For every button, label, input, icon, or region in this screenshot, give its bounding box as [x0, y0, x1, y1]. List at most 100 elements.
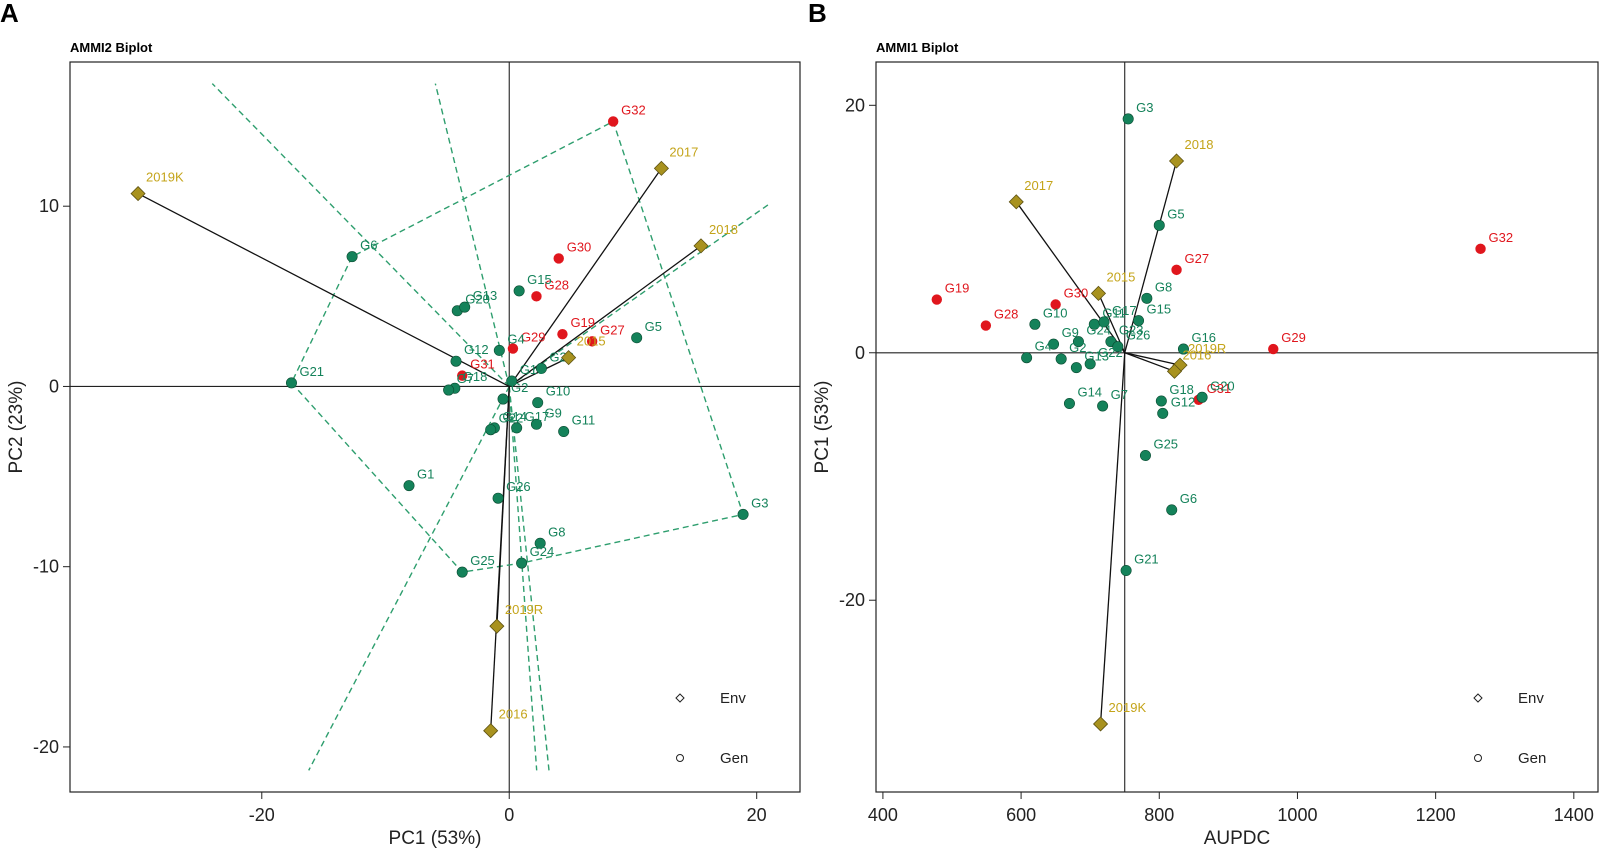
genotype-point: [493, 344, 505, 356]
genotype-label: G27: [600, 322, 625, 337]
environment-marker: [561, 350, 577, 366]
legend-gen-label: Gen: [720, 750, 748, 767]
x-tick-label: 400: [868, 805, 898, 825]
genotype-point: [497, 393, 509, 405]
genotype-point: [1133, 315, 1145, 327]
genotype-point: [403, 480, 415, 492]
genotype-point: [980, 320, 992, 331]
genotype-label: G32: [1489, 230, 1514, 245]
legend-gen-symbol: [1474, 754, 1482, 762]
genotype-label: G25: [470, 553, 495, 568]
genotype-label: G19: [570, 315, 595, 330]
y-axis-label: PC2 (23%): [6, 381, 27, 474]
genotype-label: G1: [417, 467, 434, 482]
genotype-point: [1050, 299, 1061, 310]
genotype-label: G30: [1064, 286, 1089, 301]
x-tick-label: 1000: [1277, 805, 1317, 825]
genotype-label: G3: [751, 495, 768, 510]
genotype-label: G26: [1126, 328, 1151, 343]
genotype-point: [511, 422, 523, 434]
x-axis-label: PC1 (53%): [389, 828, 482, 849]
genotype-point: [1112, 341, 1124, 353]
environment-marker: [1168, 153, 1185, 169]
panel-letter-b: B: [808, 0, 827, 28]
genotype-point: [1177, 343, 1189, 355]
env-vector: [490, 386, 510, 731]
genotype-point: [1268, 343, 1279, 355]
genotype-point: [1153, 219, 1165, 231]
genotype-point: [346, 251, 358, 263]
genotype-point: [516, 557, 528, 569]
genotype-point: [558, 426, 570, 438]
environment-marker: [483, 723, 499, 739]
genotype-label: G17: [525, 409, 550, 424]
environment-label: 2016: [499, 707, 528, 722]
genotype-label: G18: [463, 369, 488, 384]
environment-marker: [1166, 363, 1183, 379]
y-axis-label: PC1 (53%): [812, 381, 833, 474]
genotype-point: [1155, 395, 1167, 407]
panel-letter-a: A: [0, 0, 19, 28]
genotype-label: G10: [1043, 305, 1068, 320]
genotype-point: [1098, 316, 1110, 328]
x-tick-label: -20: [249, 805, 275, 825]
y-tick-label: 0: [855, 343, 865, 363]
genotype-label: G16: [520, 362, 545, 377]
genotype-label: G25: [1153, 436, 1178, 451]
genotype-point: [456, 566, 468, 578]
y-tick-label: -10: [33, 557, 59, 577]
genotype-label: G28: [544, 277, 569, 292]
plot-title: AMMI1 Biplot: [876, 40, 959, 55]
genotype-label: G11: [572, 413, 596, 428]
genotype-label: G23: [1119, 323, 1144, 338]
genotype-label: G32: [621, 102, 646, 117]
genotype-point: [1157, 407, 1169, 419]
genotype-label: G8: [548, 524, 565, 539]
genotype-point: [553, 253, 564, 264]
genotype-point: [1055, 353, 1067, 365]
genotype-point: [586, 336, 598, 347]
env-vector: [1015, 201, 1126, 354]
genotype-label: G20: [465, 292, 490, 307]
genotype-label: G7: [457, 371, 474, 386]
environment-label: 2017: [1024, 178, 1053, 193]
sector-line: [508, 386, 538, 771]
env-vector: [137, 193, 510, 388]
genotype-label: G5: [1167, 206, 1184, 221]
x-tick-label: 800: [1144, 805, 1174, 825]
x-tick-label: 1400: [1554, 805, 1594, 825]
genotype-point: [513, 285, 525, 297]
genotype-point: [1171, 264, 1182, 276]
env-vector: [508, 167, 662, 387]
genotype-label: G6: [1180, 491, 1197, 506]
ammi2-biplot-panel: AMMI2 Biplot -20 0 20 -20 -10 0 10 PC1 (53%) PC2 …: [6, 40, 801, 849]
genotype-point: [507, 343, 519, 354]
genotype-label: G11: [1102, 305, 1126, 320]
legend-gen-label: Gen: [1518, 750, 1546, 767]
plot-frame: [875, 61, 1599, 793]
genotype-point: [285, 377, 297, 389]
y-tick-label: 0: [49, 376, 59, 396]
genotype-label: G7: [1111, 387, 1128, 402]
plot-frame: [69, 61, 801, 793]
genotype-label: G8: [1155, 279, 1172, 294]
genotype-label: G9: [1062, 325, 1079, 340]
environment-label: 2015: [1106, 269, 1135, 284]
genotype-label: G24: [530, 544, 555, 559]
genotype-label: G3: [1136, 100, 1153, 115]
sector-line: [508, 386, 550, 771]
x-axis-label: AUPDC: [1204, 828, 1271, 849]
genotype-point: [1097, 400, 1109, 412]
environment-marker: [693, 238, 709, 254]
y-tick-label: 10: [39, 196, 59, 216]
genotype-point: [506, 375, 518, 387]
x-tick-label: 600: [1006, 805, 1036, 825]
legend-env-symbol: [675, 693, 685, 703]
genotype-label: G15: [1147, 302, 1172, 317]
genotype-point: [457, 370, 468, 381]
genotype-label: G2: [1069, 340, 1086, 355]
genotype-label: G9: [544, 405, 561, 420]
genotype-label: G14: [1077, 384, 1102, 399]
environment-marker: [489, 618, 505, 634]
genotype-point: [1196, 391, 1208, 403]
